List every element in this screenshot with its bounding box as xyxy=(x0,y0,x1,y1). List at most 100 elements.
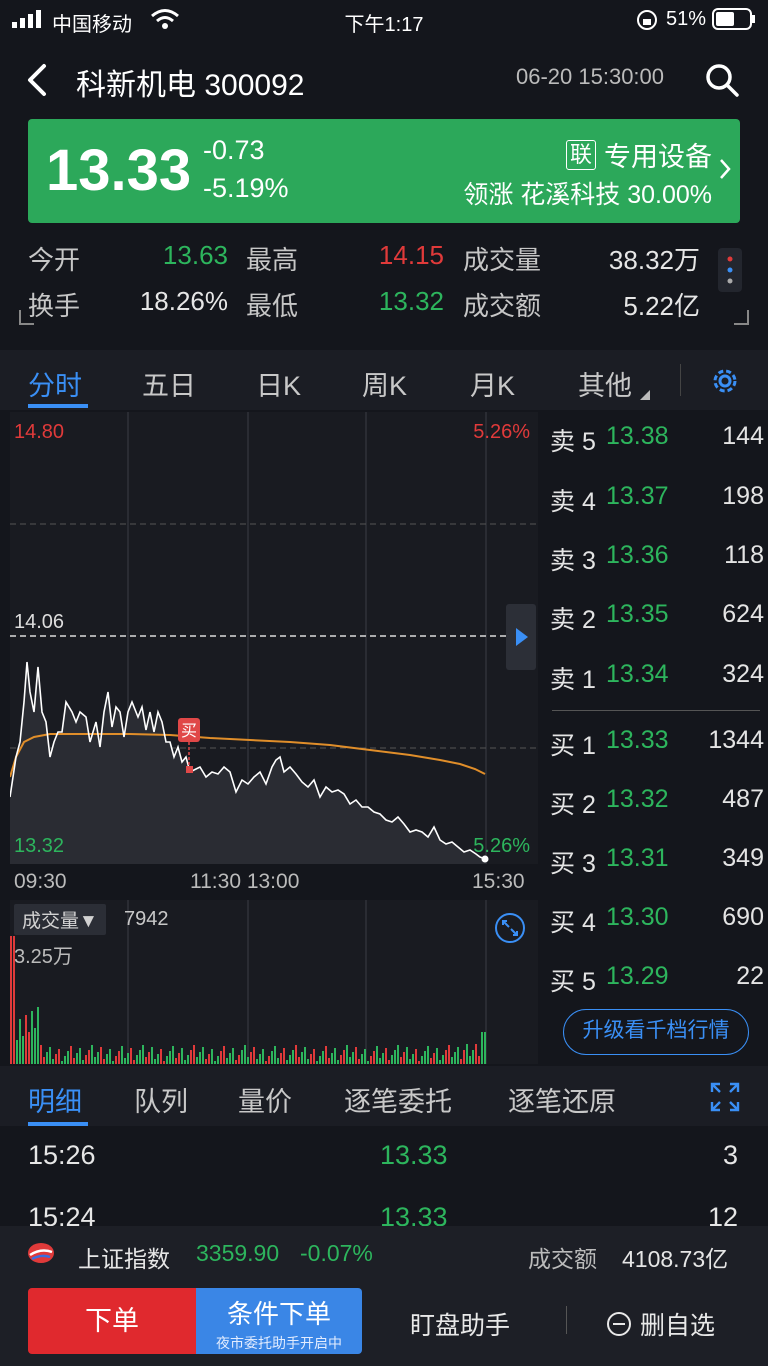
bid-row[interactable]: 买 2 13.32 487 xyxy=(550,785,764,825)
volume-bar xyxy=(61,1061,63,1064)
conditional-order-button[interactable]: 条件下单 夜市委托助手开启中 xyxy=(196,1288,362,1354)
high-value: 14.15 xyxy=(378,240,444,270)
gear-icon[interactable] xyxy=(708,364,742,398)
volume-bar xyxy=(169,1051,171,1064)
volume-bar xyxy=(13,936,15,1064)
low-label: 最低 xyxy=(246,291,299,321)
divider xyxy=(566,1306,567,1334)
volume-bar xyxy=(466,1044,468,1064)
tab-other[interactable]: 其他 xyxy=(578,371,632,401)
volume-bar xyxy=(355,1047,357,1064)
volume-bar xyxy=(454,1052,456,1064)
bid-row[interactable]: 买 1 13.33 1344 xyxy=(550,726,764,766)
upgrade-depth-button[interactable]: 升级看千档行情 xyxy=(563,1009,749,1055)
expand-icon[interactable] xyxy=(494,912,526,944)
chart-period-tabs: 分时 五日 日K 周K 月K 其他 xyxy=(0,350,768,410)
turnover-label: 换手 xyxy=(28,291,81,321)
tab-tick-orders[interactable]: 逐笔委托 xyxy=(344,1087,452,1117)
trade-volume: 12 xyxy=(707,1202,738,1226)
bid-row[interactable]: 买 4 13.30 690 xyxy=(550,903,764,943)
volume-axis-max: 3.25万 xyxy=(14,946,73,968)
tab-queue[interactable]: 队列 xyxy=(134,1087,188,1117)
volume-bar xyxy=(241,1050,243,1064)
tab-tick-restore[interactable]: 逐笔还原 xyxy=(508,1087,616,1117)
volume-bar xyxy=(334,1048,336,1064)
order-book: 卖 5 13.38 144 卖 4 13.37 198 卖 3 13.36 11… xyxy=(540,412,768,1064)
last-price: 13.33 xyxy=(46,138,192,203)
fullscreen-icon[interactable] xyxy=(710,1082,740,1112)
watch-helper-button[interactable]: 盯盘助手 xyxy=(410,1312,511,1340)
volume-bar xyxy=(202,1047,204,1064)
ask-price: 13.38 xyxy=(606,422,669,450)
index-ticker[interactable]: 上证指数 3359.90 -0.07% 成交额 4108.73亿 xyxy=(0,1226,768,1282)
volume-bar xyxy=(403,1052,405,1064)
ask-label: 卖 3 xyxy=(550,547,596,575)
volume-bar xyxy=(211,1049,213,1064)
volume-bar xyxy=(172,1046,174,1064)
volume-bar xyxy=(91,1045,93,1064)
y-axis-min-percent: 5.26% xyxy=(473,835,530,857)
tab-volume-price[interactable]: 量价 xyxy=(238,1087,292,1117)
ask-label: 卖 1 xyxy=(550,666,596,694)
more-dots-icon[interactable] xyxy=(718,248,742,292)
volume-bar xyxy=(400,1057,402,1064)
trade-row: 15:26 13.33 3 xyxy=(0,1140,768,1200)
header: 科新机电 300092 06-20 15:30:00 xyxy=(0,50,768,110)
volume-bar xyxy=(301,1052,303,1064)
x-axis: 09:30 11:30 13:00 15:30 xyxy=(10,866,538,898)
intraday-chart[interactable]: 买 14.80 5.26% 14.06 13.32 5.26% xyxy=(10,412,538,864)
price-banner[interactable]: 13.33 -0.73 -5.19% 联 专用设备 领涨 花溪科技 30.00% xyxy=(28,119,740,223)
remove-watchlist-button[interactable]: 删自选 xyxy=(606,1306,715,1342)
volume-bar xyxy=(370,1056,372,1064)
buy-marker[interactable]: 买 xyxy=(178,718,200,773)
ask-row[interactable]: 卖 1 13.34 324 xyxy=(550,660,764,700)
back-icon[interactable] xyxy=(24,62,52,98)
price-change: -0.73 xyxy=(203,135,265,165)
bid-row[interactable]: 买 5 13.29 22 xyxy=(550,962,764,1002)
bid-row[interactable]: 买 3 13.31 349 xyxy=(550,844,764,884)
volume-bar xyxy=(103,1059,105,1064)
ask-row[interactable]: 卖 3 13.36 118 xyxy=(550,541,764,581)
tab-intraday[interactable]: 分时 xyxy=(28,371,82,401)
volume-bar xyxy=(298,1057,300,1064)
volume-bar xyxy=(373,1051,375,1064)
buy-marker-label: 买 xyxy=(181,722,197,740)
tab-five-day[interactable]: 五日 xyxy=(142,371,196,401)
place-order-button[interactable]: 下单 xyxy=(28,1288,196,1354)
expand-orderbook-button[interactable] xyxy=(506,604,536,670)
tab-monthly-k[interactable]: 月K xyxy=(470,371,516,401)
volume-bar xyxy=(436,1048,438,1064)
trade-time: 15:24 xyxy=(28,1202,96,1226)
tab-weekly-k[interactable]: 周K xyxy=(362,371,408,401)
volume-bar xyxy=(142,1045,144,1064)
volume-bar xyxy=(424,1051,426,1064)
battery-icon xyxy=(712,8,755,30)
sector-info[interactable]: 联 专用设备 xyxy=(565,135,712,174)
average-price-line xyxy=(10,733,486,778)
ask-row[interactable]: 卖 2 13.35 624 xyxy=(550,600,764,640)
search-icon[interactable] xyxy=(704,62,740,98)
volume-bar xyxy=(475,1044,477,1064)
y-axis-max: 14.80 xyxy=(14,421,64,443)
orderbook-divider xyxy=(552,710,760,711)
volume-indicator-selector[interactable]: 成交量▼ xyxy=(14,904,106,935)
volume-bar xyxy=(145,1057,147,1064)
tab-daily-k[interactable]: 日K xyxy=(256,371,302,401)
bid-volume: 690 xyxy=(722,903,764,931)
ask-row[interactable]: 卖 5 13.38 144 xyxy=(550,422,764,462)
volume-bar xyxy=(343,1050,345,1064)
turnover-value: 18.26% xyxy=(139,286,228,316)
volume-bar xyxy=(232,1048,234,1064)
tab-details[interactable]: 明细 xyxy=(28,1087,82,1117)
volume-bar xyxy=(349,1057,351,1064)
volume-bar xyxy=(133,1060,135,1064)
x-label-mid: 11:30 13:00 xyxy=(190,870,300,893)
volume-bar xyxy=(292,1050,294,1064)
volume-bar xyxy=(160,1049,162,1064)
ask-price: 13.36 xyxy=(606,541,669,569)
volume-bar xyxy=(268,1056,270,1064)
volume-bar xyxy=(97,1052,99,1064)
volume-bar xyxy=(388,1060,390,1064)
ask-row[interactable]: 卖 4 13.37 198 xyxy=(550,482,764,522)
volume-bar xyxy=(19,1019,21,1064)
